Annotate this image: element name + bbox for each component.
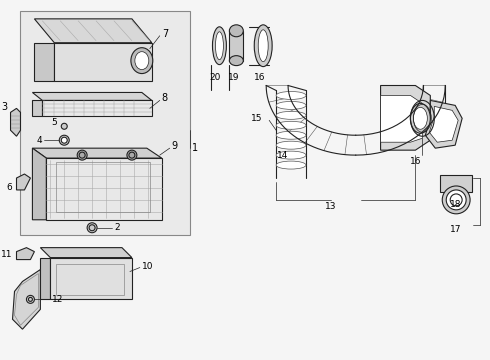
Text: 1: 1 [192, 143, 197, 153]
Polygon shape [381, 95, 422, 142]
Polygon shape [40, 248, 132, 258]
Ellipse shape [276, 121, 306, 129]
Ellipse shape [276, 91, 306, 99]
Circle shape [61, 137, 67, 143]
Ellipse shape [276, 131, 306, 139]
Text: 7: 7 [162, 29, 168, 39]
Ellipse shape [229, 25, 244, 37]
Ellipse shape [216, 32, 223, 60]
Ellipse shape [135, 52, 149, 69]
Text: 3: 3 [1, 102, 7, 112]
Polygon shape [440, 175, 472, 192]
Text: 12: 12 [52, 295, 64, 304]
Text: 20: 20 [210, 73, 221, 82]
Ellipse shape [229, 56, 244, 66]
Text: 19: 19 [228, 73, 239, 82]
Ellipse shape [213, 27, 226, 64]
Polygon shape [47, 158, 162, 220]
Polygon shape [229, 31, 244, 60]
Text: 11: 11 [1, 250, 13, 259]
Text: 18: 18 [450, 201, 462, 210]
Polygon shape [42, 100, 152, 116]
Text: 10: 10 [142, 262, 153, 271]
Text: 6: 6 [7, 184, 13, 193]
Ellipse shape [414, 107, 427, 129]
Ellipse shape [411, 103, 430, 133]
Polygon shape [34, 19, 152, 43]
Text: 14: 14 [277, 150, 289, 159]
Text: 4: 4 [37, 136, 42, 145]
Polygon shape [32, 148, 47, 220]
Ellipse shape [276, 141, 306, 149]
Text: 13: 13 [325, 202, 337, 211]
Polygon shape [10, 108, 21, 136]
Circle shape [442, 186, 470, 214]
Polygon shape [17, 248, 34, 260]
Circle shape [26, 296, 34, 303]
Circle shape [77, 150, 87, 160]
Circle shape [61, 123, 67, 129]
Text: 2: 2 [114, 223, 120, 232]
Polygon shape [50, 258, 132, 300]
Ellipse shape [276, 102, 306, 109]
Polygon shape [17, 174, 30, 190]
Ellipse shape [254, 25, 272, 67]
Polygon shape [32, 93, 152, 100]
Circle shape [87, 223, 97, 233]
Polygon shape [425, 100, 462, 148]
Polygon shape [13, 270, 40, 329]
Polygon shape [40, 258, 50, 300]
Polygon shape [32, 148, 162, 158]
Text: 5: 5 [51, 118, 57, 127]
Text: 15: 15 [250, 114, 262, 123]
Polygon shape [429, 107, 458, 142]
Text: 16: 16 [410, 157, 421, 166]
Text: 16: 16 [253, 73, 265, 82]
Polygon shape [381, 85, 430, 150]
Ellipse shape [276, 151, 306, 159]
Circle shape [127, 150, 137, 160]
Ellipse shape [258, 30, 268, 62]
Ellipse shape [276, 111, 306, 119]
Text: 9: 9 [172, 141, 178, 151]
Ellipse shape [276, 161, 306, 169]
Polygon shape [54, 43, 152, 81]
Bar [21, 11, 190, 235]
Circle shape [59, 135, 69, 145]
Text: 17: 17 [450, 225, 462, 234]
Polygon shape [32, 100, 42, 116]
Text: 8: 8 [162, 94, 168, 103]
Polygon shape [34, 43, 54, 81]
Circle shape [446, 190, 466, 210]
Ellipse shape [131, 48, 153, 73]
